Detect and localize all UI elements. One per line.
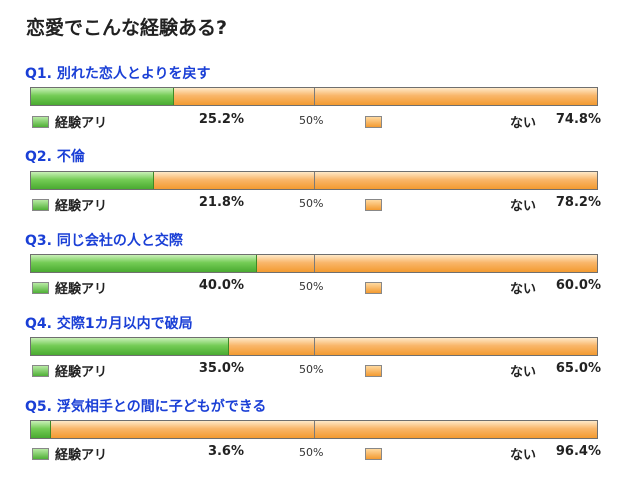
value-label-yes: 40.0% <box>198 278 244 293</box>
legend-swatch-yes <box>32 199 49 211</box>
bar-segment-yes <box>31 255 258 272</box>
midpoint-label: 50% <box>299 363 324 376</box>
value-label-yes: 21.8% <box>198 195 244 210</box>
legend-swatch-yes <box>32 365 49 377</box>
midpoint-line <box>314 88 315 105</box>
legend-swatch-yes <box>32 448 49 460</box>
bar-track-no <box>30 87 598 106</box>
question-title: Q4. 交際1カ月以内で破局 <box>25 316 193 332</box>
value-label-no: 74.8% <box>555 112 601 127</box>
midpoint-line <box>314 255 315 272</box>
value-label-no: 65.0% <box>555 361 601 376</box>
midpoint-line <box>314 338 315 355</box>
legend-row: 経験アリ 25.2% 50% ない 74.8% <box>0 112 626 132</box>
bar-track-no <box>30 420 598 439</box>
midpoint-label: 50% <box>299 197 324 210</box>
value-label-no: 96.4% <box>555 444 601 459</box>
legend-swatch-no <box>365 116 382 128</box>
legend-swatch-no <box>365 448 382 460</box>
question-title: Q3. 同じ会社の人と交際 <box>25 233 183 249</box>
legend-row: 経験アリ 21.8% 50% ない 78.2% <box>0 195 626 215</box>
page-title: 恋愛でこんな経験ある? <box>26 17 228 39</box>
legend-label-yes: 経験アリ <box>55 365 108 380</box>
midpoint-label: 50% <box>299 446 324 459</box>
bar-segment-yes <box>31 338 230 355</box>
value-label-no: 60.0% <box>555 278 601 293</box>
question-title: Q2. 不倫 <box>25 149 85 165</box>
legend-label-no: ない <box>509 282 536 297</box>
midpoint-label: 50% <box>299 114 324 127</box>
midpoint-line <box>314 172 315 189</box>
question-title: Q5. 浮気相手との間に子どもができる <box>25 399 267 415</box>
legend-row: 経験アリ 40.0% 50% ない 60.0% <box>0 278 626 298</box>
legend-swatch-no <box>365 282 382 294</box>
bar-segment-yes <box>31 421 52 438</box>
legend-swatch-no <box>365 365 382 377</box>
value-label-yes: 25.2% <box>198 112 244 127</box>
legend-label-no: ない <box>509 448 536 463</box>
question-title: Q1. 別れた恋人とよりを戻す <box>25 66 211 82</box>
legend-label-yes: 経験アリ <box>55 448 108 463</box>
legend-label-no: ない <box>509 116 536 131</box>
legend-row: 経験アリ 3.6% 50% ない 96.4% <box>0 444 626 464</box>
value-label-yes: 35.0% <box>198 361 244 376</box>
midpoint-line <box>314 421 315 438</box>
legend-label-yes: 経験アリ <box>55 282 108 297</box>
legend-swatch-yes <box>32 282 49 294</box>
legend-label-yes: 経験アリ <box>55 116 108 131</box>
value-label-no: 78.2% <box>555 195 601 210</box>
legend-label-yes: 経験アリ <box>55 199 108 214</box>
bar-track-no <box>30 171 598 190</box>
legend-label-no: ない <box>509 199 536 214</box>
bar-segment-yes <box>31 172 155 189</box>
legend-label-no: ない <box>509 365 536 380</box>
bar-track-no <box>30 254 598 273</box>
legend-swatch-no <box>365 199 382 211</box>
value-label-yes: 3.6% <box>207 444 244 459</box>
bar-segment-yes <box>31 88 174 105</box>
legend-swatch-yes <box>32 116 49 128</box>
bar-track-no <box>30 337 598 356</box>
legend-row: 経験アリ 35.0% 50% ない 65.0% <box>0 361 626 381</box>
midpoint-label: 50% <box>299 280 324 293</box>
